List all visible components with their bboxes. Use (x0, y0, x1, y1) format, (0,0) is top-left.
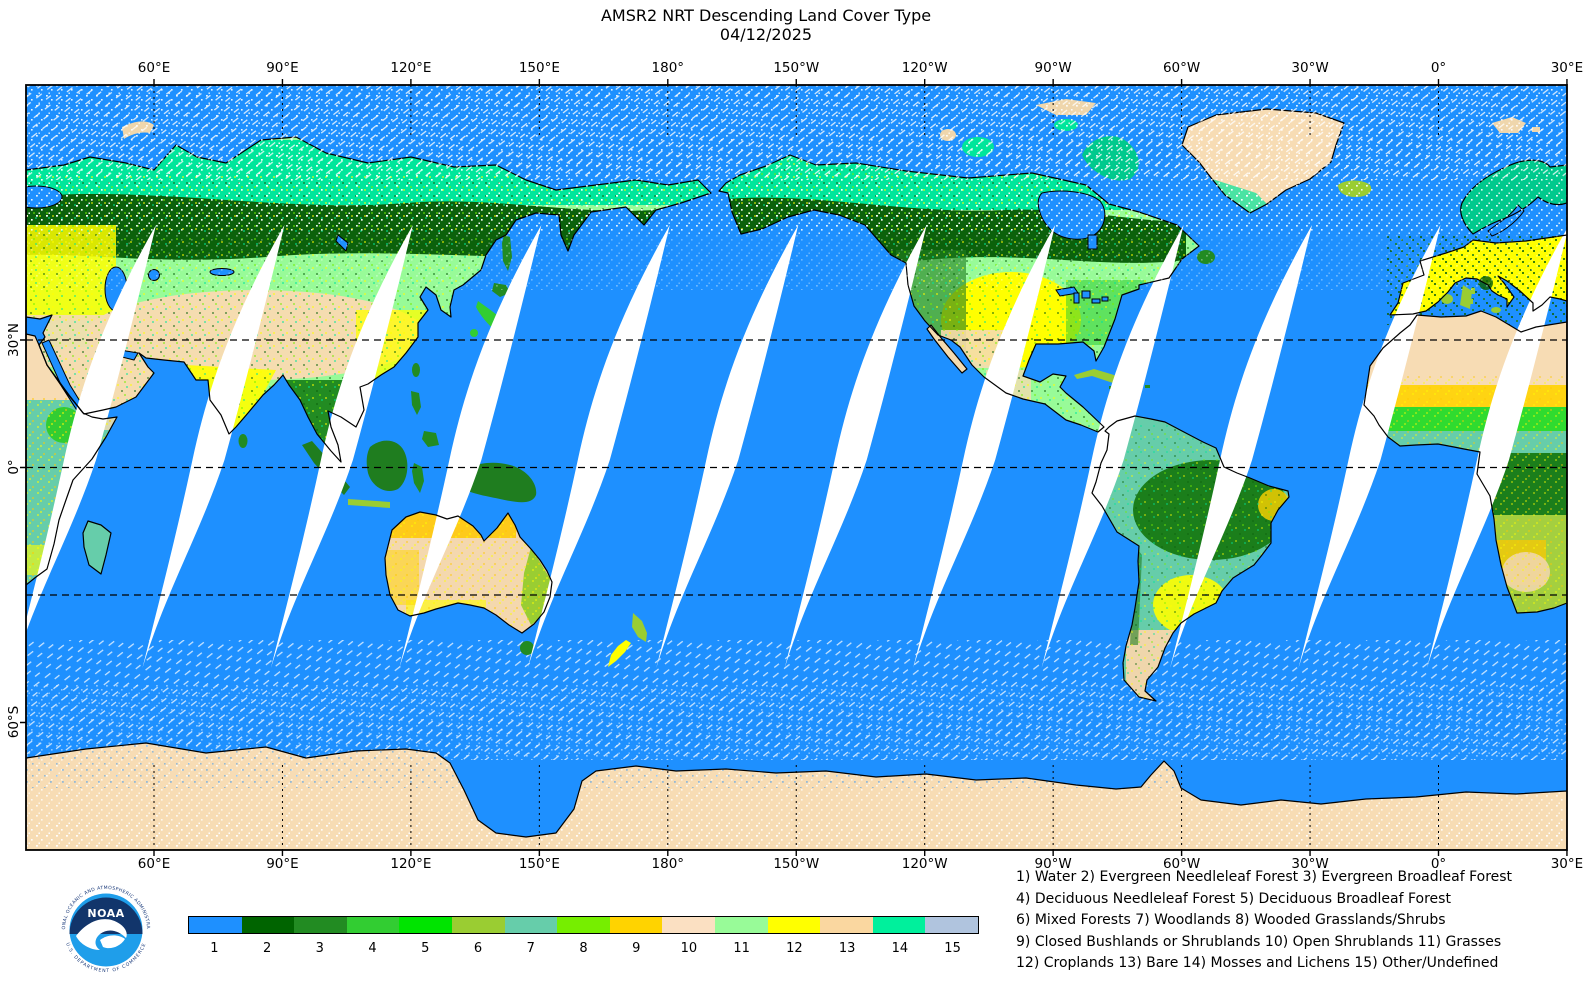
x-tick-label: 120°W (901, 856, 948, 872)
legend-line: 9) Closed Bushlands or Shrublands 10) Op… (1016, 933, 1502, 950)
swath-gap (26, 225, 156, 633)
swath-gaps (26, 225, 1567, 668)
swath-gap (399, 225, 542, 668)
noaa-logo: NATIONAL OCEANIC AND ATMOSPHERIC ADMINIS… (56, 880, 156, 980)
x-tick-label: 150°E (518, 60, 560, 76)
swath-gap (1298, 225, 1441, 668)
x-tick-label: 90°W (1034, 60, 1072, 76)
swath-gap (1041, 225, 1184, 668)
legend-line: 6) Mixed Forests 7) Woodlands 8) Wooded … (1016, 912, 1446, 928)
colorbar-segment (346, 917, 400, 933)
colorbar-number: 13 (838, 941, 856, 956)
x-tick-label: 120°E (390, 856, 432, 872)
swath-gap (1426, 228, 1567, 668)
x-tick-label: 30°E (1550, 856, 1584, 872)
y-tick-label: 60°S (6, 705, 22, 739)
colorbar-number: 11 (733, 941, 750, 956)
x-tick-label: 60°W (1162, 60, 1201, 76)
legend-line: 4) Deciduous Needleleaf Forest 5) Decidu… (1016, 890, 1451, 907)
colorbar-segment (767, 917, 821, 933)
map-date: 04/12/2025 (719, 25, 813, 44)
colorbar-number: 5 (421, 941, 430, 956)
colorbar-segment (451, 917, 505, 933)
x-tick-label: 60°E (137, 856, 171, 872)
x-tick-label: 150°W (773, 60, 820, 76)
colorbar-number: 4 (368, 941, 377, 956)
colorbar-number: 7 (526, 941, 535, 956)
colorbar-segment (925, 917, 978, 933)
colorbar-number: 15 (944, 941, 961, 956)
x-tick-label: 120°W (901, 60, 948, 76)
swath-gap (270, 225, 413, 668)
x-tick-label: 0° (1430, 856, 1447, 872)
world-map (20, 79, 1568, 856)
legend-text: 1) Water 2) Evergreen Needleleaf Forest … (1016, 867, 1512, 975)
colorbar-number: 6 (473, 941, 483, 956)
colorbar-segment (662, 917, 715, 933)
swath-gap (656, 225, 799, 668)
legend-line: 1) Water 2) Evergreen Needleleaf Forest … (1016, 869, 1513, 885)
colorbar (188, 916, 979, 934)
x-tick-label: 60°W (1162, 856, 1201, 872)
colorbar-segment (820, 917, 873, 933)
swath-gap (142, 225, 285, 668)
logo-bird-icon (76, 919, 127, 950)
colorbar-segment (189, 917, 242, 933)
y-tick-label: 0° (6, 459, 22, 475)
x-tick-label: 90°W (1034, 856, 1072, 872)
colorbar-number: 9 (632, 941, 641, 956)
colorbar-number: 10 (680, 941, 698, 956)
swath-gap (527, 225, 670, 668)
swath-gap (1170, 225, 1313, 668)
colorbar-number: 8 (579, 941, 588, 956)
colorbar-segment (714, 917, 768, 933)
x-tick-label: 120°E (390, 60, 432, 76)
x-tick-label: 90°E (266, 60, 299, 76)
swath-gap (913, 225, 1056, 668)
legend-line: 12) Croplands 13) Bare 14) Mosses and Li… (1016, 955, 1499, 971)
colorbar-segment (609, 917, 663, 933)
x-tick-label: 30°W (1291, 856, 1329, 872)
x-tick-label: 180° (651, 856, 685, 872)
colorbar-segment (557, 917, 610, 933)
arctic-streaks (26, 85, 1567, 180)
colorbar-segment (504, 917, 558, 933)
colorbar-segment (241, 917, 295, 933)
swath-gap (784, 225, 927, 668)
x-tick-label: 150°W (773, 856, 820, 872)
colorbar-number: 2 (262, 941, 272, 956)
colorbar-number: 12 (786, 941, 803, 956)
x-tick-label: 150°E (518, 856, 560, 872)
colorbar-number: 3 (315, 941, 324, 956)
colorbar-segment (294, 917, 347, 933)
arctic-speckle-fade (26, 235, 1567, 290)
colorbar-number: 14 (891, 941, 909, 956)
logo-wordmark: NOAA (87, 907, 124, 920)
x-tick-label: 30°W (1291, 60, 1329, 76)
colorbar-segment (399, 917, 452, 933)
y-tick-label: 30°N (6, 322, 22, 358)
colorbar-segment (872, 917, 926, 933)
x-tick-label: 60°E (137, 60, 171, 76)
x-tick-label: 90°E (266, 856, 299, 872)
x-tick-label: 30°E (1550, 60, 1584, 76)
x-tick-label: 0° (1430, 60, 1447, 76)
x-tick-label: 180° (651, 60, 685, 76)
map-title: AMSR2 NRT Descending Land Cover Type (600, 6, 932, 25)
axis-tick-marks (20, 79, 1568, 856)
colorbar-number: 1 (210, 941, 219, 956)
